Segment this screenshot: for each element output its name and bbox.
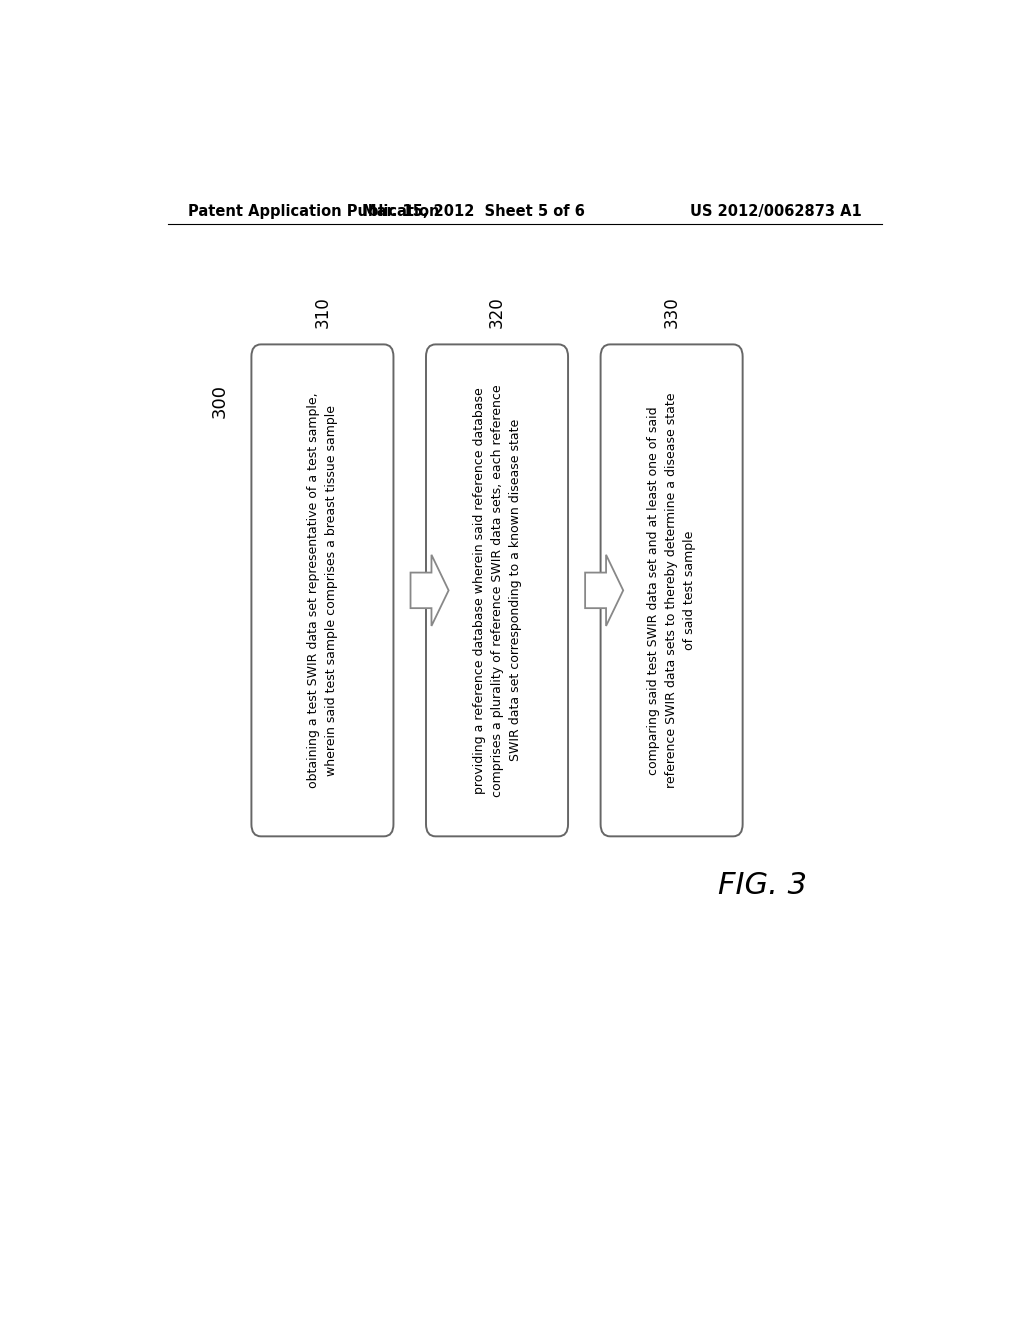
Text: Mar. 15, 2012  Sheet 5 of 6: Mar. 15, 2012 Sheet 5 of 6 (361, 205, 585, 219)
Text: 320: 320 (488, 297, 506, 329)
Text: Patent Application Publication: Patent Application Publication (187, 205, 439, 219)
Text: 310: 310 (313, 297, 332, 329)
Text: US 2012/0062873 A1: US 2012/0062873 A1 (690, 205, 862, 219)
Text: obtaining a test SWIR data set representative of a test sample,
wherein said tes: obtaining a test SWIR data set represent… (307, 392, 338, 788)
FancyBboxPatch shape (252, 345, 393, 837)
FancyBboxPatch shape (426, 345, 568, 837)
FancyBboxPatch shape (601, 345, 742, 837)
Text: 330: 330 (663, 297, 681, 329)
Text: comparing said test SWIR data set and at least one of said
reference SWIR data s: comparing said test SWIR data set and at… (647, 392, 696, 788)
Text: FIG. 3: FIG. 3 (719, 871, 807, 900)
Polygon shape (585, 554, 624, 626)
Text: 300: 300 (210, 384, 228, 417)
Polygon shape (411, 554, 449, 626)
Text: providing a reference database wherein said reference database
comprises a plura: providing a reference database wherein s… (472, 384, 521, 797)
